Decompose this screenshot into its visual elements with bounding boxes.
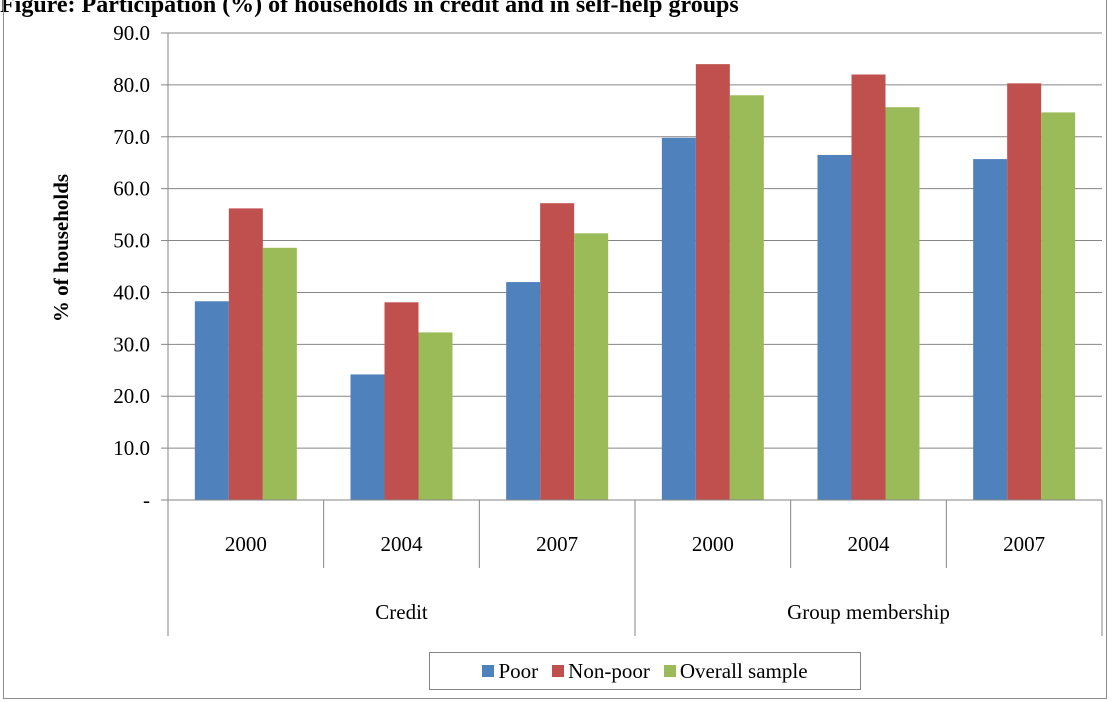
bar-non-poor (1007, 83, 1042, 501)
bar-overall-sample (729, 95, 764, 501)
y-tick-label: - (143, 488, 150, 512)
y-tick-label: 40.0 (113, 280, 150, 304)
y-tick-label: 20.0 (113, 384, 150, 408)
x-tick-label: 2004 (381, 532, 424, 556)
legend-item: Poor (482, 659, 538, 684)
legend-swatch (482, 665, 495, 677)
x-group-label: Group membership (787, 600, 950, 624)
bar-non-poor (384, 302, 419, 500)
y-tick-label: 70.0 (113, 125, 150, 149)
x-tick-label: 2007 (1003, 532, 1045, 556)
x-group-label: Credit (375, 600, 428, 624)
bars (194, 64, 1076, 501)
y-tick-label: 50.0 (113, 229, 150, 253)
bar-poor (973, 159, 1008, 500)
bar-overall-sample (574, 233, 609, 500)
chart-title: Figure: Participation (%) of households … (0, 0, 739, 18)
x-tick-labels: 2000 2004 2007 2000 2004 2007 Credit Group memb… (225, 532, 1045, 624)
bar-non-poor (851, 74, 886, 500)
x-tick-label: 2004 (848, 532, 891, 556)
y-tick-label: 90.0 (113, 21, 150, 45)
bar-overall-sample (418, 332, 453, 500)
y-tick-label: 10.0 (113, 436, 150, 460)
y-axis-label: % of households (49, 174, 73, 322)
legend-swatch (552, 665, 565, 677)
bar-poor (817, 154, 852, 500)
legend-label: Poor (498, 658, 539, 683)
bar-overall-sample (262, 247, 297, 500)
y-tick-labels: - 10.0 20.0 30.0 40.0 50.0 60.0 70.0 80.0 90.0 (113, 21, 150, 512)
bar-non-poor (228, 208, 263, 500)
bar-non-poor (695, 64, 730, 500)
bar-overall-sample (885, 107, 920, 500)
bar-poor (350, 374, 385, 500)
x-tick-label: 2000 (225, 532, 267, 556)
x-tick-label: 2000 (692, 532, 734, 556)
bar-overall-sample (1041, 112, 1076, 500)
legend-item: Non-poor (552, 659, 650, 684)
y-tick-label: 60.0 (113, 177, 150, 201)
legend-item: Overall sample (663, 658, 808, 684)
legend-label: Overall sample (679, 658, 808, 683)
bar-poor (661, 137, 696, 500)
axes (167, 33, 1103, 636)
y-tick-label: 30.0 (113, 332, 150, 356)
y-tick-label: 80.0 (113, 73, 150, 97)
bar-poor (194, 301, 229, 500)
x-tick-label: 2007 (536, 532, 578, 556)
legend-swatch (663, 665, 676, 677)
legend: Poor Non-poor Overall sample (429, 652, 861, 690)
legend-label: Non-poor (568, 658, 650, 683)
bar-poor (506, 282, 541, 500)
chart-frame (3, 0, 1107, 699)
gridlines (161, 32, 1102, 501)
bar-non-poor (540, 203, 575, 500)
